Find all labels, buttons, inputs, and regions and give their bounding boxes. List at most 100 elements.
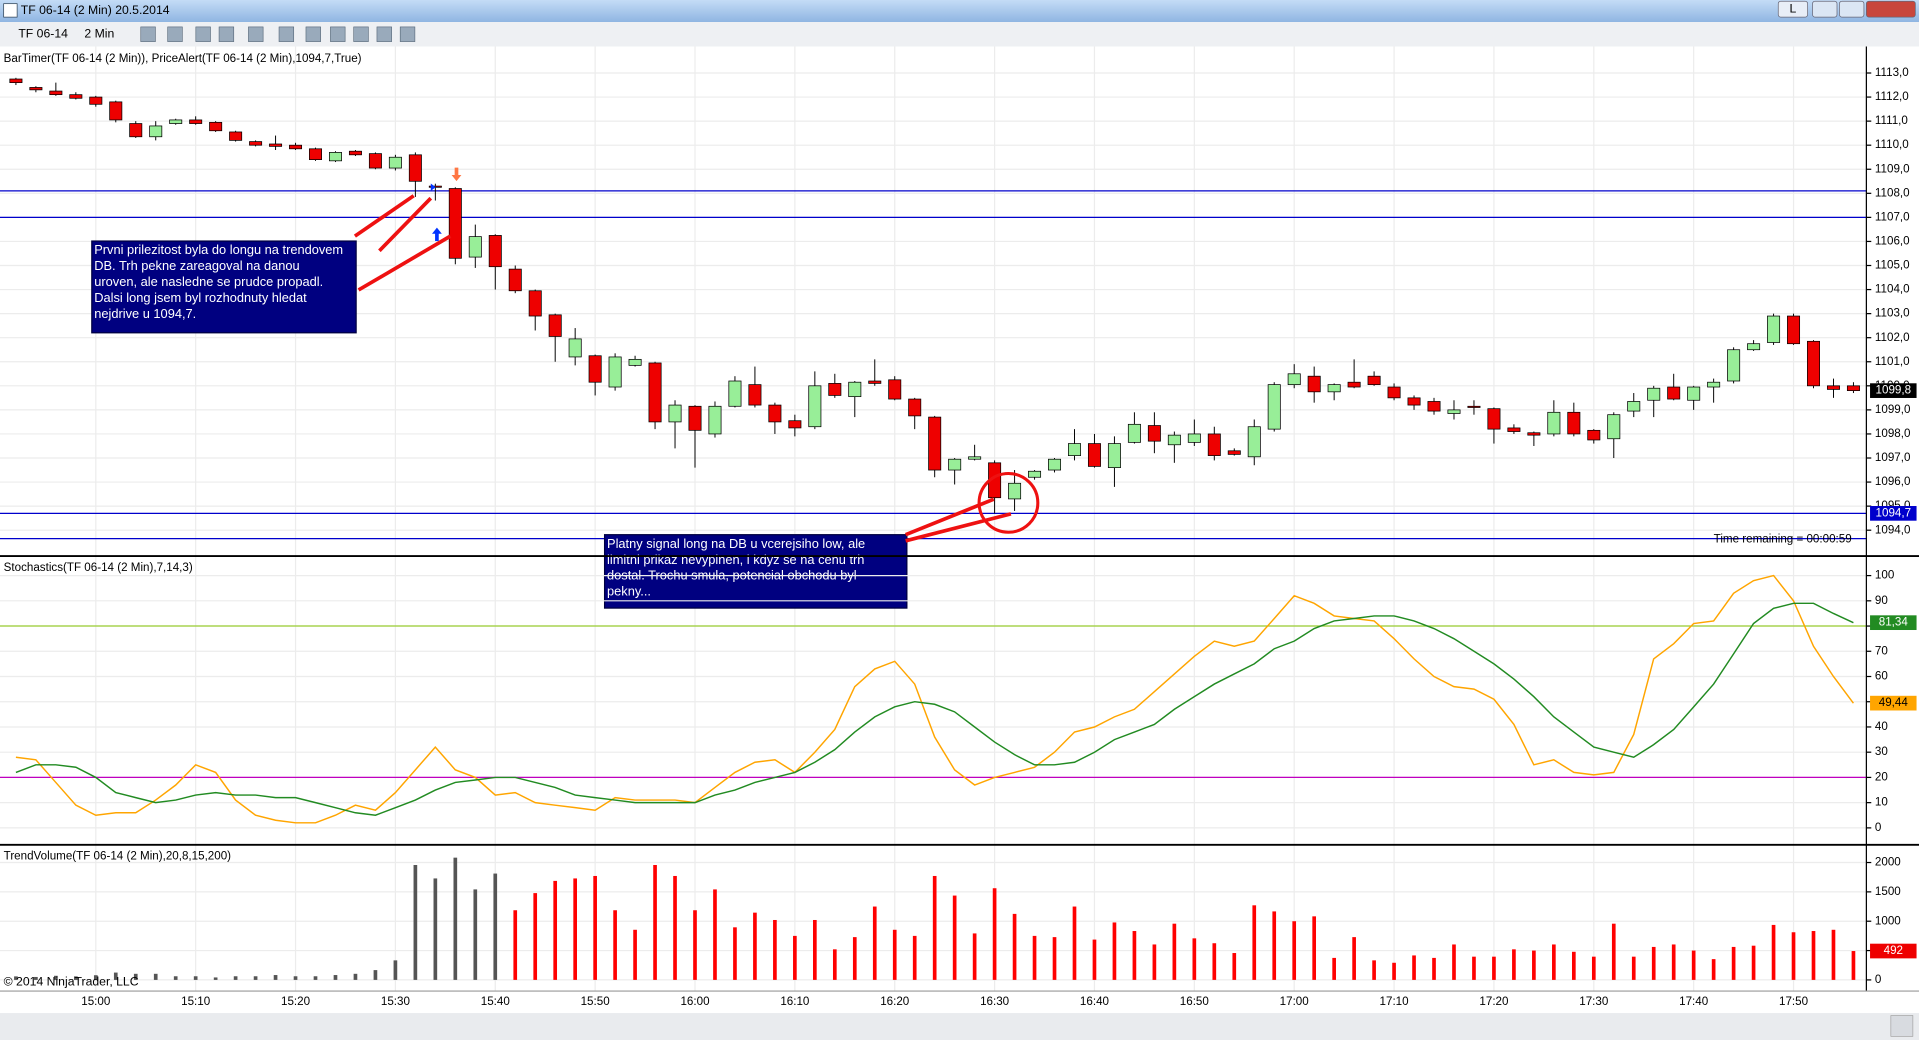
price-marker-label: 492 [1884,944,1903,957]
volume-bar [193,976,198,980]
candle-body [548,314,562,337]
y-tick-label: 10 [1875,796,1888,809]
y-tick-label: 1099,0 [1875,403,1911,416]
candle-body [1447,409,1461,414]
volume-bar [153,973,158,980]
candle-body [728,380,742,407]
candle-body [688,405,702,431]
volume-bar [1512,949,1516,980]
candle-body [388,156,402,169]
volume-bar [1432,957,1436,980]
candle-body [269,143,283,147]
volume-bar [1771,924,1776,980]
candle-body [648,362,662,423]
icon[interactable] [140,26,156,42]
volume-bar [213,977,218,980]
candle-body [1068,443,1081,456]
volume-bar [1731,946,1736,980]
instrument-selector[interactable]: TF 06-14 [18,26,68,40]
volume-bar [1112,922,1117,980]
candle-body [309,148,322,160]
volume-bar [1332,957,1336,980]
volume-bar [1212,943,1217,980]
icon[interactable] [305,26,321,42]
icon[interactable] [353,26,369,42]
volume-bar [1532,950,1536,980]
y-tick-label: 1097,0 [1875,451,1911,464]
price-marker-label: 1094,7 [1876,506,1912,519]
icon[interactable] [376,26,392,42]
icon[interactable] [278,26,295,42]
candle-body [1167,434,1181,446]
y-tick-label: 1094,0 [1875,523,1911,536]
y-tick-label: 1105,0 [1875,259,1910,272]
icon[interactable] [399,26,416,42]
candle-body [1687,386,1701,401]
candle-body [788,420,802,429]
candle-body [189,119,203,124]
volume-bar [1372,960,1376,980]
candle-body [1307,375,1321,393]
candle-body [408,154,422,182]
icon[interactable] [167,26,183,42]
volume-bar [1691,950,1696,980]
icon[interactable] [195,26,211,42]
x-tick-label: 17:10 [1380,995,1409,1008]
window-button-label[interactable]: L [1790,1,1797,15]
volume-bar [253,976,258,980]
window-button[interactable] [1777,0,1808,18]
candle-body [1267,384,1281,430]
minimize-button[interactable] [1812,0,1838,18]
x-tick-label: 16:00 [680,995,709,1008]
volume-bar [1611,923,1616,980]
candle-body [49,90,63,96]
candle-body [1667,386,1681,400]
candle-body [488,235,502,268]
candle-body [1527,432,1541,436]
candle-body [568,338,582,358]
sell-arrow [451,167,462,182]
volume-bar [1152,944,1157,980]
volume-bar [673,875,677,980]
icon[interactable] [248,26,264,42]
volume-bar [1472,956,1476,980]
x-tick-label: 17:00 [1280,995,1309,1008]
candle-body [628,358,642,366]
candle-body [1008,482,1022,500]
drawn-circle [977,471,1040,534]
candle-body [1387,386,1401,399]
annotation-text: nejdrive u 1094,7. [94,306,196,321]
volume-bar [852,937,857,980]
maximize-button[interactable] [1839,0,1865,18]
volume-bar [832,949,837,980]
panel-title: BarTimer(TF 06-14 (2 Min)), PriceAlert(T… [4,52,362,65]
volume-bar [1851,951,1856,980]
volume-bar [1492,956,1496,980]
volume-bar [34,976,38,980]
icon[interactable] [330,26,346,42]
copyright: © 2014 NinjaTrader, LLC [4,975,139,989]
volume-bar [573,878,577,980]
volume-bar [433,878,438,980]
volume-bar [1012,913,1017,980]
candle-body [828,383,842,396]
scroll-thumb[interactable] [1890,1015,1914,1037]
interval-selector[interactable]: 2 Min [84,26,114,40]
close-button[interactable] [1866,0,1916,18]
volume-bar [972,933,977,980]
y-tick-label: 90 [1875,594,1888,607]
volume-bar [1072,906,1077,980]
candle-body [1767,315,1781,343]
y-tick-label: 60 [1875,670,1888,683]
candle-body [968,456,982,460]
annotation-text: Dalsi long jsem byl rozhodnuty hledat [94,290,307,305]
volume-bar [493,873,498,980]
volume-bar [1811,931,1816,980]
volume-bar [233,976,238,980]
volume-bar [1791,932,1796,980]
scrollbar[interactable] [0,1013,1919,1040]
drawn-line [378,196,433,253]
candle-body [508,268,522,292]
icon[interactable] [218,26,235,42]
volume-bar [293,976,298,980]
